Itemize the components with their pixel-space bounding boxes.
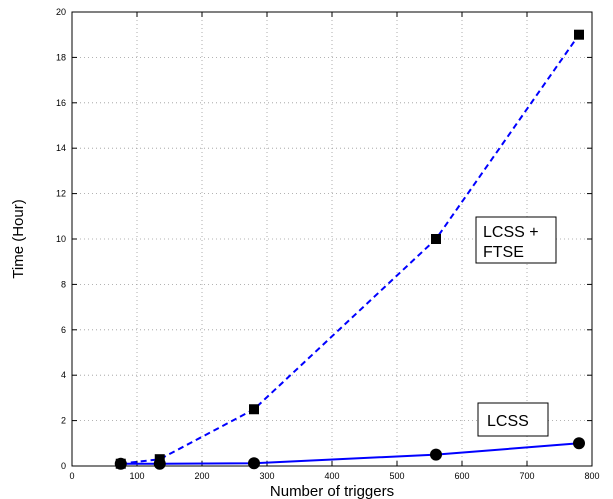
y-tick-label: 4 — [61, 370, 66, 380]
data-point-circle — [430, 448, 442, 461]
data-point-circle — [153, 457, 166, 470]
series-group — [114, 29, 585, 470]
x-tick-label: 600 — [454, 471, 469, 481]
annotation-lcss-ftse: LCSS + FTSE — [475, 216, 557, 264]
y-tick-label: 8 — [61, 279, 66, 289]
y-tick-label: 16 — [56, 98, 66, 108]
y-tick-label: 0 — [61, 461, 66, 471]
data-point-circle — [114, 457, 127, 470]
data-point-circle — [248, 457, 260, 470]
x-tick-label: 800 — [584, 471, 599, 481]
grid — [72, 12, 592, 466]
y-tick-label: 10 — [56, 234, 66, 244]
x-tick-label: 200 — [194, 471, 209, 481]
axis-ticks: 0 100 200 300 400 500 600 700 800 0 2 4 6 8 10 12 14 16 18… — [56, 7, 600, 481]
y-axis-label: Time (Hour) — [10, 199, 27, 278]
x-tick-label: 400 — [324, 471, 339, 481]
y-tick-label: 14 — [56, 143, 66, 153]
x-tick-label: 500 — [389, 471, 404, 481]
x-tick-label: 0 — [69, 471, 74, 481]
y-tick-label: 2 — [61, 416, 66, 426]
annotation-line: LCSS + — [483, 224, 539, 241]
x-tick-label: 700 — [519, 471, 534, 481]
y-tick-label: 6 — [61, 325, 66, 335]
annotation-lcss: LCSS — [477, 402, 549, 437]
annotation-line: LCSS — [487, 413, 529, 430]
data-point-square — [431, 234, 441, 244]
y-tick-label: 20 — [56, 7, 66, 17]
data-point-square — [574, 29, 584, 40]
y-tick-label: 18 — [56, 52, 66, 62]
x-tick-label: 100 — [129, 471, 144, 481]
y-tick-label: 12 — [56, 189, 66, 199]
annotation-box — [475, 216, 557, 264]
series-line — [120, 442, 580, 465]
x-tick-label: 300 — [259, 471, 274, 481]
annotation-line: FTSE — [483, 244, 524, 261]
x-axis-label: Number of triggers — [270, 483, 394, 499]
annotation-box — [477, 402, 549, 437]
data-point-square — [249, 404, 259, 415]
data-point-circle — [573, 437, 585, 450]
